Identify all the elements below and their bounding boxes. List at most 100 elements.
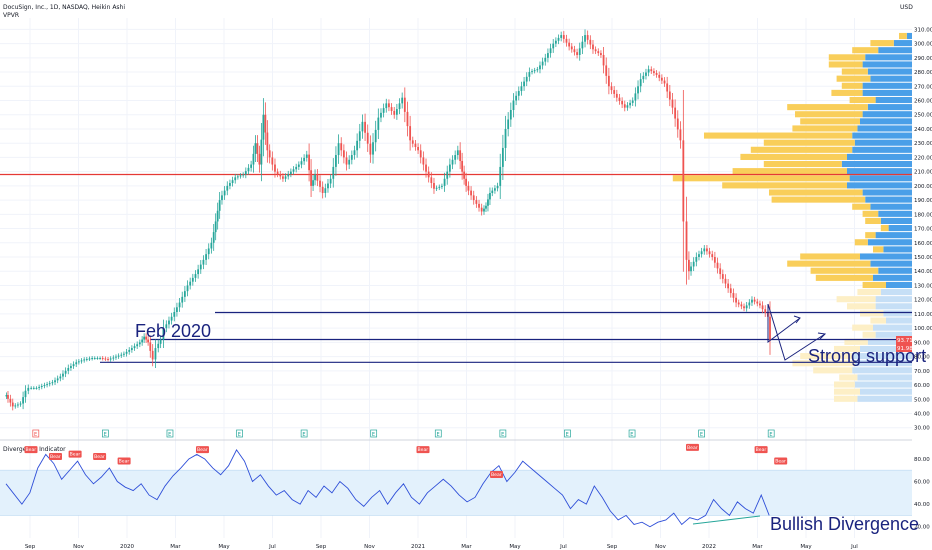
candle-body: [419, 150, 422, 158]
candle-body: [441, 185, 443, 187]
candle-body: [491, 190, 494, 193]
candle-body: [732, 293, 735, 298]
candle-body: [751, 299, 753, 303]
earnings-glyph: E: [700, 432, 703, 438]
candle-body: [101, 358, 104, 360]
candle-body: [679, 129, 682, 141]
price-tick-label: 40.00: [914, 412, 930, 418]
candle-body: [525, 76, 528, 82]
vp-down-bar: [792, 360, 855, 367]
candle-body: [605, 65, 608, 76]
vp-down-bar: [880, 225, 889, 232]
candle-body: [207, 248, 210, 255]
candle-body: [700, 251, 703, 255]
vp-down-bar: [844, 338, 868, 345]
candle-body: [308, 154, 310, 171]
candle-body: [483, 208, 485, 212]
candle-body: [80, 360, 83, 362]
candle-body: [753, 299, 756, 302]
candle-body: [254, 143, 257, 154]
vp-down-bar: [836, 75, 871, 82]
candle-body: [205, 254, 207, 260]
candle-body: [239, 175, 242, 177]
vp-up-bar: [852, 132, 912, 139]
candle-body: [125, 351, 128, 354]
candle-body: [372, 142, 374, 155]
vp-down-bar: [852, 47, 879, 54]
candle-body: [647, 69, 650, 73]
candle-body: [594, 49, 597, 52]
time-tick-label: Nov: [655, 544, 666, 550]
vp-up-bar: [862, 82, 912, 89]
candle-body: [748, 302, 751, 306]
candle-body: [406, 111, 409, 127]
vp-down-bar: [792, 125, 858, 132]
candle-body: [719, 268, 722, 275]
candle-body: [173, 312, 176, 317]
candle-body: [562, 35, 565, 39]
earnings-badge: [32, 429, 40, 438]
vp-up-bar: [873, 274, 912, 281]
vp-up-bar: [862, 89, 912, 96]
candle-body: [40, 386, 43, 387]
candle-body: [221, 195, 223, 201]
earnings-glyph: E: [34, 432, 37, 438]
candle-body: [740, 304, 743, 307]
vp-up-bar: [857, 125, 912, 132]
earnings-glyph: E: [302, 432, 305, 438]
earnings-glyph: E: [501, 432, 504, 438]
candle-body: [14, 405, 17, 407]
candle-body: [446, 171, 449, 179]
vp-up-bar: [854, 139, 912, 146]
vp-down-bar: [870, 40, 894, 47]
candle-body: [639, 79, 642, 87]
candle-body: [682, 140, 685, 222]
time-tick-label: Jul: [850, 544, 858, 550]
vpvr-indicator-label[interactable]: VPVR: [3, 12, 19, 19]
oscillator-line: [5, 449, 770, 528]
vp-up-bar: [875, 296, 912, 303]
candle-body: [11, 402, 14, 407]
candle-body: [435, 187, 438, 189]
vp-up-bar: [878, 47, 912, 54]
vp-up-bar: [875, 303, 912, 310]
candle-body: [467, 185, 470, 191]
price-tick-label: 300.00: [914, 42, 932, 48]
candle-body: [570, 46, 573, 50]
candle-body: [93, 358, 96, 360]
price-tick-label: 210.00: [914, 170, 932, 176]
vp-up-bar: [883, 246, 912, 253]
last-price-label: 93.71: [897, 338, 913, 344]
vp-up-bar: [878, 210, 912, 217]
price-tick-label: 150.00: [914, 255, 932, 261]
candle-body: [337, 143, 340, 156]
candle-body: [340, 143, 343, 151]
candle-body: [489, 192, 491, 200]
candle-body: [520, 86, 523, 92]
vp-up-bar: [880, 289, 912, 296]
vp-down-bar: [704, 132, 853, 139]
vp-up-bar: [847, 153, 912, 160]
candle-body: [62, 373, 64, 377]
price-tick-label: 60.00: [914, 383, 930, 389]
candle-body: [380, 112, 382, 118]
oscillator-tick-label: 80.00: [914, 457, 930, 463]
candle-body: [560, 35, 563, 38]
price-tick-label: 310.00: [914, 27, 932, 33]
candle-body: [544, 57, 547, 62]
candle-body: [729, 288, 732, 294]
vp-down-bar: [834, 381, 855, 388]
candle-body: [589, 39, 592, 45]
candle-body: [202, 259, 205, 265]
candle-body: [151, 350, 154, 360]
price-tick-label: 70.00: [914, 369, 930, 375]
candle-body: [366, 132, 369, 144]
oscillator-tick-label: 40.00: [914, 502, 930, 508]
earnings-glyph: E: [104, 432, 107, 438]
candle-body: [130, 348, 133, 350]
vp-up-bar: [849, 175, 912, 182]
candle-body: [515, 95, 518, 101]
vp-down-bar: [787, 260, 871, 267]
bear-text: Bear: [70, 452, 81, 458]
